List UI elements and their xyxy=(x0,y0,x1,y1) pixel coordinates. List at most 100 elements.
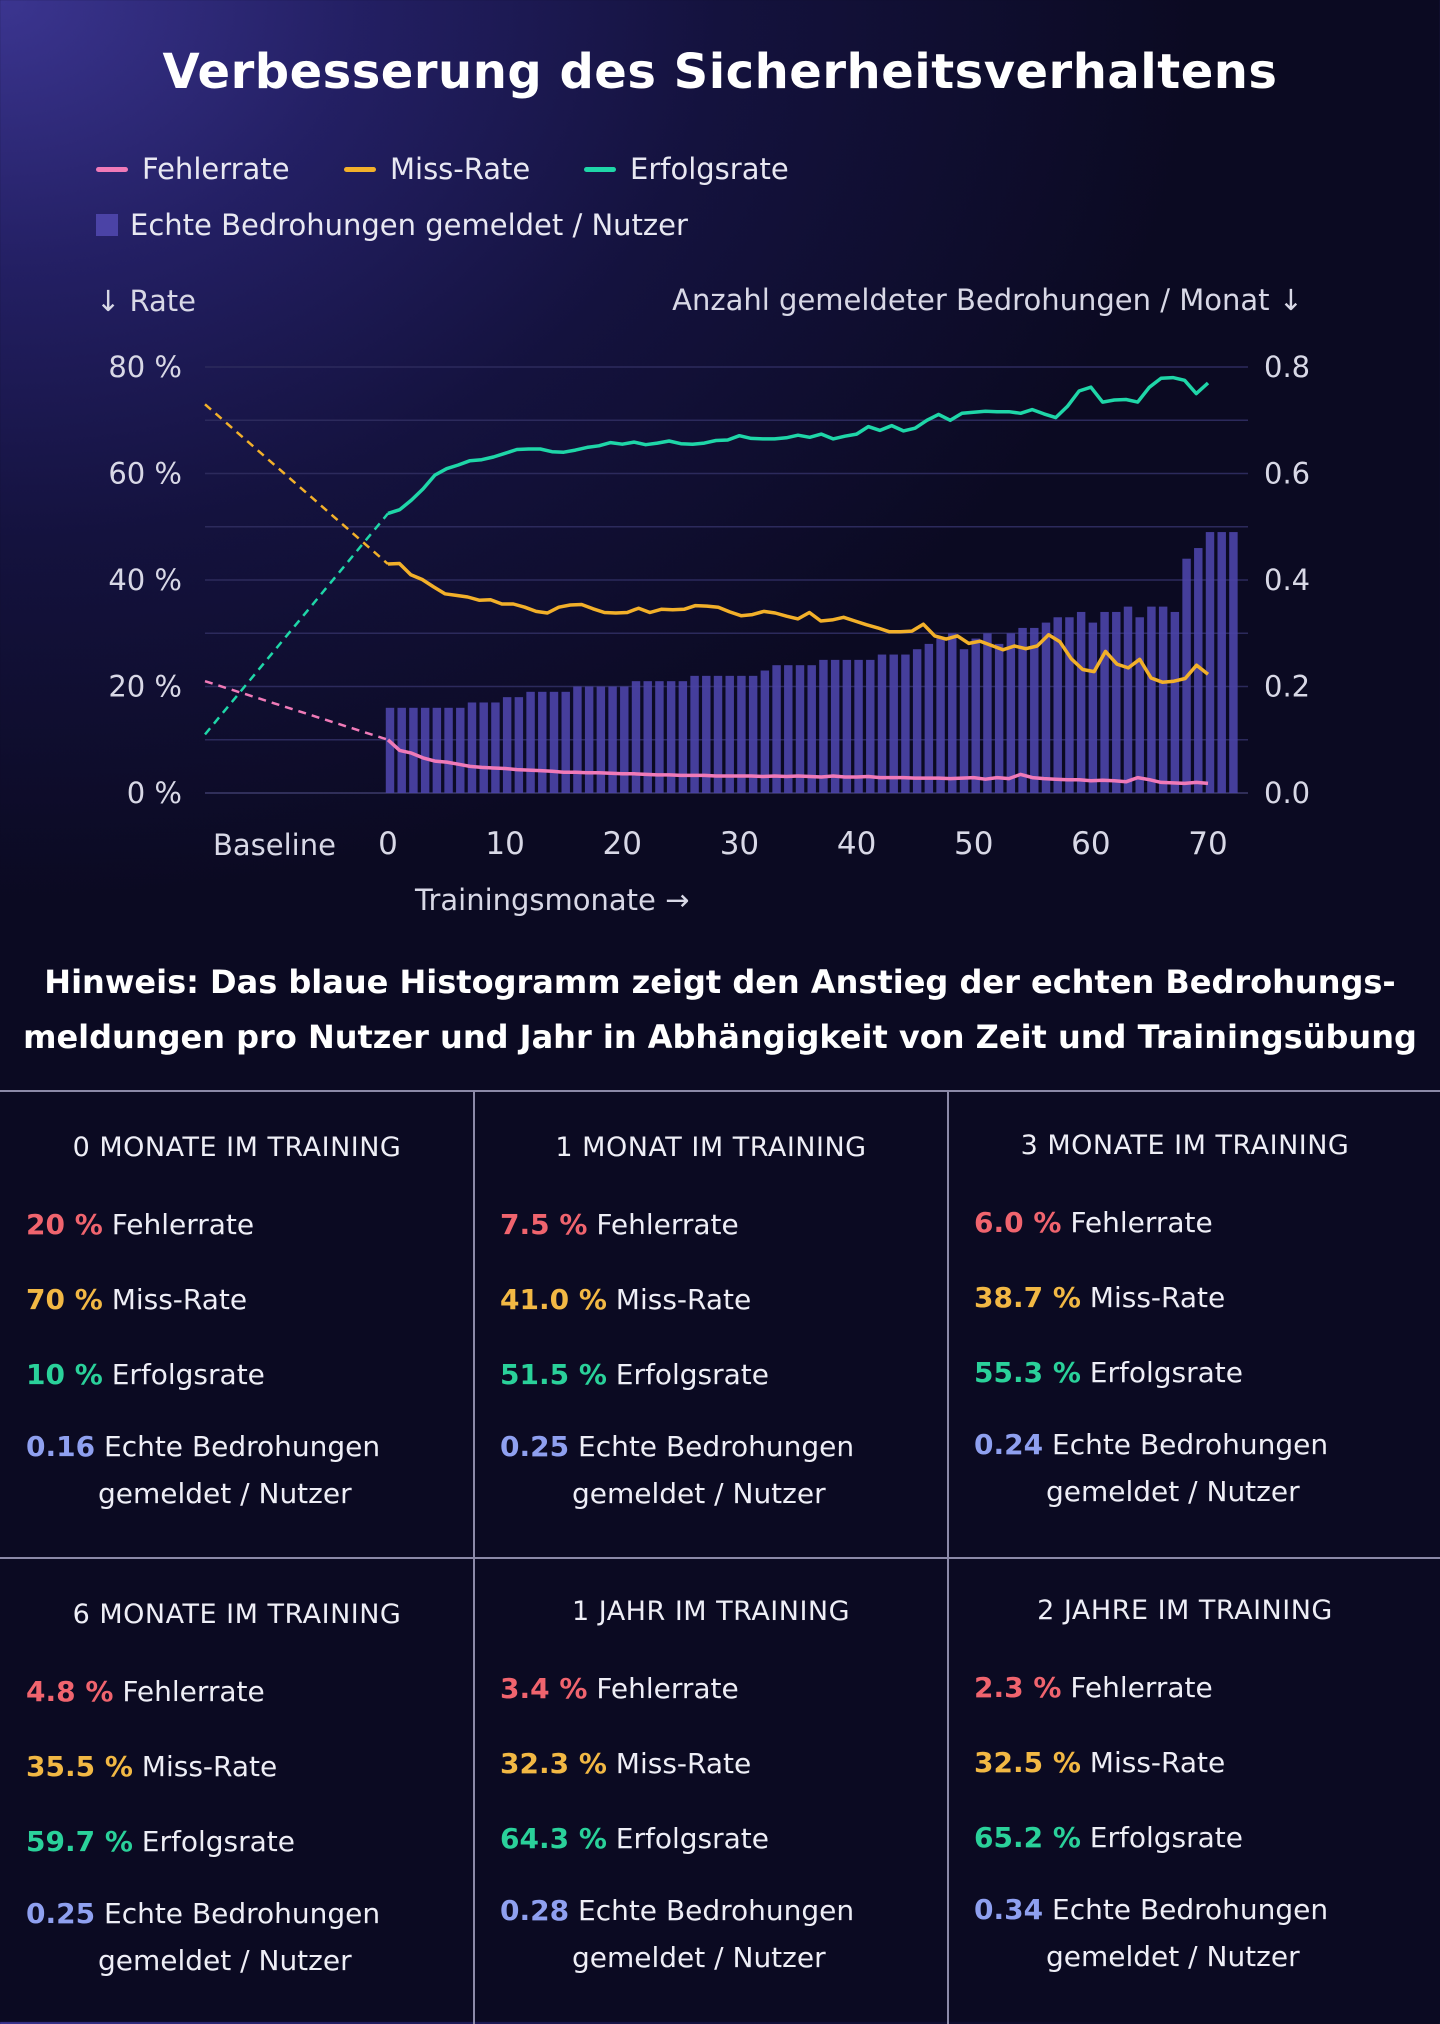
threat-bar xyxy=(795,665,805,793)
stat-miss-value: 41.0 % xyxy=(500,1283,607,1316)
cell-title: 0 MONATE IM TRAINING xyxy=(72,1132,402,1163)
stat-miss-label: Miss-Rate xyxy=(141,1750,278,1783)
threat-bar xyxy=(748,675,758,793)
threat-bar xyxy=(819,659,828,793)
stat-miss-label: Miss-Rate xyxy=(615,1747,752,1780)
right-tick-label: 0.8 xyxy=(1264,350,1310,384)
stat-success-label: Erfolgsrate xyxy=(111,1358,265,1391)
stat-miss: 35.5 % Miss-Rate xyxy=(26,1750,277,1783)
threat-bar xyxy=(912,649,922,793)
threat-bar xyxy=(1018,627,1027,793)
right-tick-label: 0.6 xyxy=(1264,457,1310,491)
threat-bar xyxy=(538,691,547,793)
stat-threat-value: 0.25 xyxy=(500,1430,570,1463)
stat-miss-label: Miss-Rate xyxy=(1089,1746,1226,1779)
right-tick-label: 0.4 xyxy=(1264,563,1310,597)
threat-bar xyxy=(631,681,641,793)
gridlines xyxy=(205,366,1248,794)
stat-miss: 70 % Miss-Rate xyxy=(26,1283,247,1316)
stat-error: 2.3 % Fehlerrate xyxy=(974,1671,1213,1704)
threat-bar xyxy=(889,654,898,793)
threat-bar xyxy=(959,649,969,793)
stat-success-value: 59.7 % xyxy=(26,1825,133,1858)
threat-bar xyxy=(666,681,676,793)
threat-bar xyxy=(514,697,524,793)
stat-threat-value: 0.28 xyxy=(500,1894,570,1927)
threat-bar xyxy=(830,659,840,793)
threat-bar xyxy=(994,643,1004,793)
threat-bar xyxy=(1205,532,1215,793)
threat-bar xyxy=(1088,622,1098,793)
threat-bar xyxy=(1112,611,1121,793)
success-rate-line xyxy=(387,375,1210,516)
threat-bar xyxy=(901,654,910,793)
threat-bar xyxy=(866,659,875,793)
baseline-label: Baseline xyxy=(213,828,336,862)
threat-bar xyxy=(444,707,453,793)
stat-threat-label-b: gemeldet / Nutzer xyxy=(98,1944,352,1977)
legend-label-success: Erfolgsrate xyxy=(630,152,789,186)
legend-swatch-miss xyxy=(344,166,376,172)
grid-divider-h xyxy=(0,1557,1440,1559)
x-tick-label: 10 xyxy=(485,826,524,862)
stat-threat-value: 0.16 xyxy=(26,1430,96,1463)
x-tick-label: 30 xyxy=(720,826,759,862)
stat-miss-value: 35.5 % xyxy=(26,1750,133,1783)
legend-swatch-bars xyxy=(96,214,118,236)
threat-bar xyxy=(456,707,465,793)
stat-success-label: Erfolgsrate xyxy=(1089,1821,1244,1854)
threat-bar xyxy=(737,675,746,793)
stat-error-label: Fehlerrate xyxy=(596,1672,739,1705)
stat-threat-value: 0.25 xyxy=(26,1897,96,1930)
x-tick-label: 0 xyxy=(378,826,398,862)
stat-cell: 3 MONATE IM TRAINING 6.0 % Fehlerrate 38.7… xyxy=(948,1090,1422,1555)
threat-bar xyxy=(1217,532,1226,793)
cell-title: 1 JAHR IM TRAINING xyxy=(571,1596,851,1627)
miss-rate-baseline-segment xyxy=(204,403,389,565)
stat-threat: 0.25 Echte Bedrohungen gemeldet / Nutzer xyxy=(26,1890,380,1984)
stat-cell: 1 MONAT IM TRAINING 7.5 % Fehlerrate 41.0 … xyxy=(474,1090,948,1555)
legend-swatch-success xyxy=(584,166,616,172)
threat-bar xyxy=(491,702,500,793)
stat-miss-label: Miss-Rate xyxy=(615,1283,752,1316)
stat-success: 65.2 % Erfolgsrate xyxy=(974,1821,1243,1854)
legend-swatch-error xyxy=(96,166,128,172)
stat-threat-label-b: gemeldet / Nutzer xyxy=(572,1941,826,1974)
threat-bar xyxy=(948,633,957,793)
left-axis-ticks: 80 % 60 % 40 % 20 % 0 % xyxy=(108,350,182,810)
x-axis-ticks: 0 10 20 30 40 50 60 70 xyxy=(378,826,1228,862)
threat-bar xyxy=(725,675,734,793)
threat-bar xyxy=(643,681,652,793)
right-axis-ticks: 0.8 0.6 0.4 0.2 0.0 xyxy=(1264,350,1310,810)
stat-error: 20 % Fehlerrate xyxy=(26,1208,254,1241)
legend-item-miss: Miss-Rate xyxy=(344,152,530,186)
stat-cell: 1 JAHR IM TRAINING 3.4 % Fehlerrate 32.3 %… xyxy=(474,1557,948,2022)
stat-threat-label-a: Echte Bedrohungen xyxy=(1052,1893,1329,1926)
stat-threat: 0.28 Echte Bedrohungen gemeldet / Nutzer xyxy=(500,1887,854,1981)
note: Hinweis: Das blaue Histogramm zeigt den … xyxy=(20,955,1420,1065)
stat-error-label: Fehlerrate xyxy=(1070,1671,1213,1704)
cell-title: 3 MONATE IM TRAINING xyxy=(1020,1130,1350,1161)
stat-threat-label-b: gemeldet / Nutzer xyxy=(1046,1940,1300,1973)
stat-miss-value: 70 % xyxy=(26,1283,103,1316)
legend-item-success: Erfolgsrate xyxy=(584,152,789,186)
threat-bar xyxy=(854,659,863,793)
miss-rate-line xyxy=(387,561,1210,684)
threat-bar xyxy=(1006,633,1016,793)
threat-bar xyxy=(584,686,594,793)
legend-item-bars: Echte Bedrohungen gemeldet / Nutzer xyxy=(96,208,688,242)
stat-success-value: 55.3 % xyxy=(974,1356,1081,1389)
stat-miss-label: Miss-Rate xyxy=(1089,1281,1226,1314)
stat-success-value: 64.3 % xyxy=(500,1822,607,1855)
x-tick-label: 60 xyxy=(1071,826,1110,862)
stat-success-value: 51.5 % xyxy=(500,1358,607,1391)
stat-threat-label-a: Echte Bedrohungen xyxy=(578,1894,855,1927)
stat-threat-label-a: Echte Bedrohungen xyxy=(104,1897,381,1930)
left-axis-label: ↓ Rate xyxy=(96,284,196,318)
stat-threat: 0.24 Echte Bedrohungen gemeldet / Nutzer xyxy=(974,1421,1328,1515)
stat-success: 59.7 % Erfolgsrate xyxy=(26,1825,295,1858)
stat-threat-value: 0.34 xyxy=(974,1893,1044,1926)
x-tick-label: 40 xyxy=(837,826,876,862)
success-rate-baseline-segment xyxy=(204,512,389,736)
stat-success-label: Erfolgsrate xyxy=(141,1825,296,1858)
